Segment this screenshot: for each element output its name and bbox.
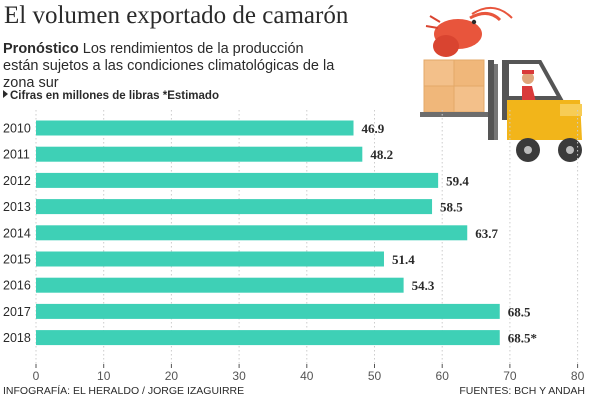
- value-label: 68.5*: [508, 331, 537, 346]
- value-label: 48.2: [370, 147, 393, 162]
- category-label: 2013: [3, 200, 31, 214]
- chart-title: El volumen exportado de camarón: [4, 2, 349, 29]
- shrimp-icon: [425, 7, 513, 57]
- credit-right: FUENTES: BCH Y ANDAH: [459, 385, 585, 397]
- x-tick-label: 70: [503, 369, 517, 383]
- value-label: 63.7: [475, 226, 498, 241]
- category-label: 2014: [3, 226, 31, 240]
- x-tick-label: 60: [436, 369, 450, 383]
- credit-left: INFOGRAFÍA: EL HERALDO / JORGE IZAGUIRRE: [3, 385, 245, 397]
- category-label: 2018: [3, 331, 31, 345]
- value-label: 51.4: [392, 252, 415, 267]
- bar: [36, 199, 433, 215]
- subtitle-text: Los rendimientos de la producción están …: [3, 41, 335, 91]
- bar: [36, 277, 404, 293]
- bar: [36, 120, 354, 136]
- forklift-icon: [488, 60, 582, 162]
- x-tick-label: 40: [300, 369, 314, 383]
- triangle-icon: [3, 90, 8, 98]
- x-tick-label: 80: [571, 369, 585, 383]
- forklift-illustration: [420, 7, 582, 162]
- category-label: 2012: [3, 174, 31, 188]
- chart-subtitle: Pronóstico Los rendimientos de la produc…: [3, 41, 343, 92]
- category-label: 2016: [3, 279, 31, 293]
- value-label: 46.9: [362, 121, 385, 136]
- category-label: 2015: [3, 253, 31, 267]
- value-labels: 46.9 48.2 59.4 58.5 63.7 51.4 54.3 68.5 68.5*: [362, 121, 537, 346]
- x-tick-label: 10: [97, 369, 111, 383]
- x-tick-label: 0: [33, 369, 40, 383]
- x-tick-label: 30: [232, 369, 246, 383]
- value-label: 59.4: [446, 173, 469, 188]
- bar: [36, 146, 363, 162]
- x-axis: 0 10 20 30 40 50 60 70 80: [33, 364, 585, 383]
- value-label: 54.3: [412, 278, 435, 293]
- x-tick-label: 50: [368, 369, 382, 383]
- value-label: 58.5: [440, 200, 463, 215]
- bar: [36, 303, 500, 319]
- units-note: Cifras en millones de libras *Estimado: [3, 90, 219, 102]
- category-label: 2017: [3, 305, 31, 319]
- category-labels: 2010 2011 2012 2013 2014 2015 2016 2017 2018: [3, 122, 31, 346]
- category-label: 2010: [3, 122, 31, 136]
- bar: [36, 225, 468, 241]
- boxes-icon: [420, 59, 488, 117]
- bar: [36, 251, 384, 267]
- x-tick-label: 20: [165, 369, 179, 383]
- bar: [36, 172, 439, 188]
- subtitle-keyword: Pronóstico: [3, 41, 79, 57]
- bar: [36, 330, 500, 346]
- units-note-text: Cifras en millones de libras *Estimado: [10, 90, 219, 102]
- category-label: 2011: [3, 148, 30, 162]
- value-label: 68.5: [508, 304, 531, 319]
- bars: [36, 120, 500, 346]
